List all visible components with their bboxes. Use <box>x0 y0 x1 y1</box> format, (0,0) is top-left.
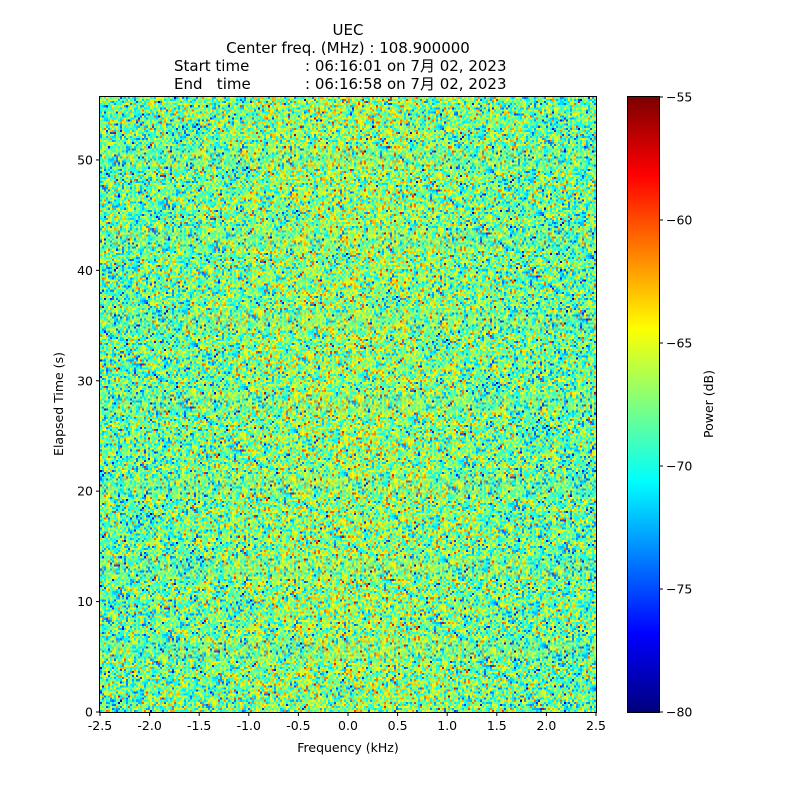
x-tick-label: 1.0 <box>437 718 457 733</box>
colorbar-tick-label: −65 <box>666 336 692 351</box>
x-axis-label: Frequency (kHz) <box>297 740 399 755</box>
y-axis-label: Elapsed Time (s) <box>51 352 66 456</box>
x-tick-label: 0.0 <box>338 718 358 733</box>
colorbar-tick-label: −80 <box>666 705 692 720</box>
x-tick-label: 2.0 <box>536 718 556 733</box>
y-tick-label: 0 <box>85 705 93 720</box>
colorbar-frame <box>627 96 660 713</box>
start-time-value: : 06:16:01 on 7月 02, 2023 <box>305 57 507 75</box>
colorbar-tick-label: −75 <box>666 582 692 597</box>
end-time-label: End time <box>174 75 251 93</box>
x-tick-label: 2.5 <box>586 718 606 733</box>
start-time-label: Start time <box>174 57 250 75</box>
colorbar-tick-label: −55 <box>666 90 692 105</box>
y-tick-label: 50 <box>77 152 93 167</box>
x-tick-label: -2.5 <box>88 718 112 733</box>
x-tick-label: -1.5 <box>187 718 211 733</box>
chart-title-line1: UEC <box>332 21 364 39</box>
chart-title-line2: Center freq. (MHz) : 108.900000 <box>226 39 470 57</box>
y-tick-label: 30 <box>77 373 93 388</box>
colorbar-tick-label: −70 <box>666 459 692 474</box>
x-tick-label: 1.5 <box>487 718 507 733</box>
y-tick-label: 40 <box>77 263 93 278</box>
colorbar-label: Power (dB) <box>701 370 716 438</box>
colorbar <box>628 97 659 712</box>
x-tick-label: 0.5 <box>388 718 408 733</box>
end-time-value: : 06:16:58 on 7月 02, 2023 <box>305 75 507 93</box>
x-tick-label: -2.0 <box>137 718 161 733</box>
colorbar-tick-label: −60 <box>666 213 692 228</box>
spectrogram-heatmap <box>100 97 596 712</box>
x-tick-label: -1.0 <box>237 718 261 733</box>
y-tick-label: 10 <box>77 594 93 609</box>
x-tick-label: -0.5 <box>286 718 310 733</box>
y-tick-label: 20 <box>77 484 93 499</box>
